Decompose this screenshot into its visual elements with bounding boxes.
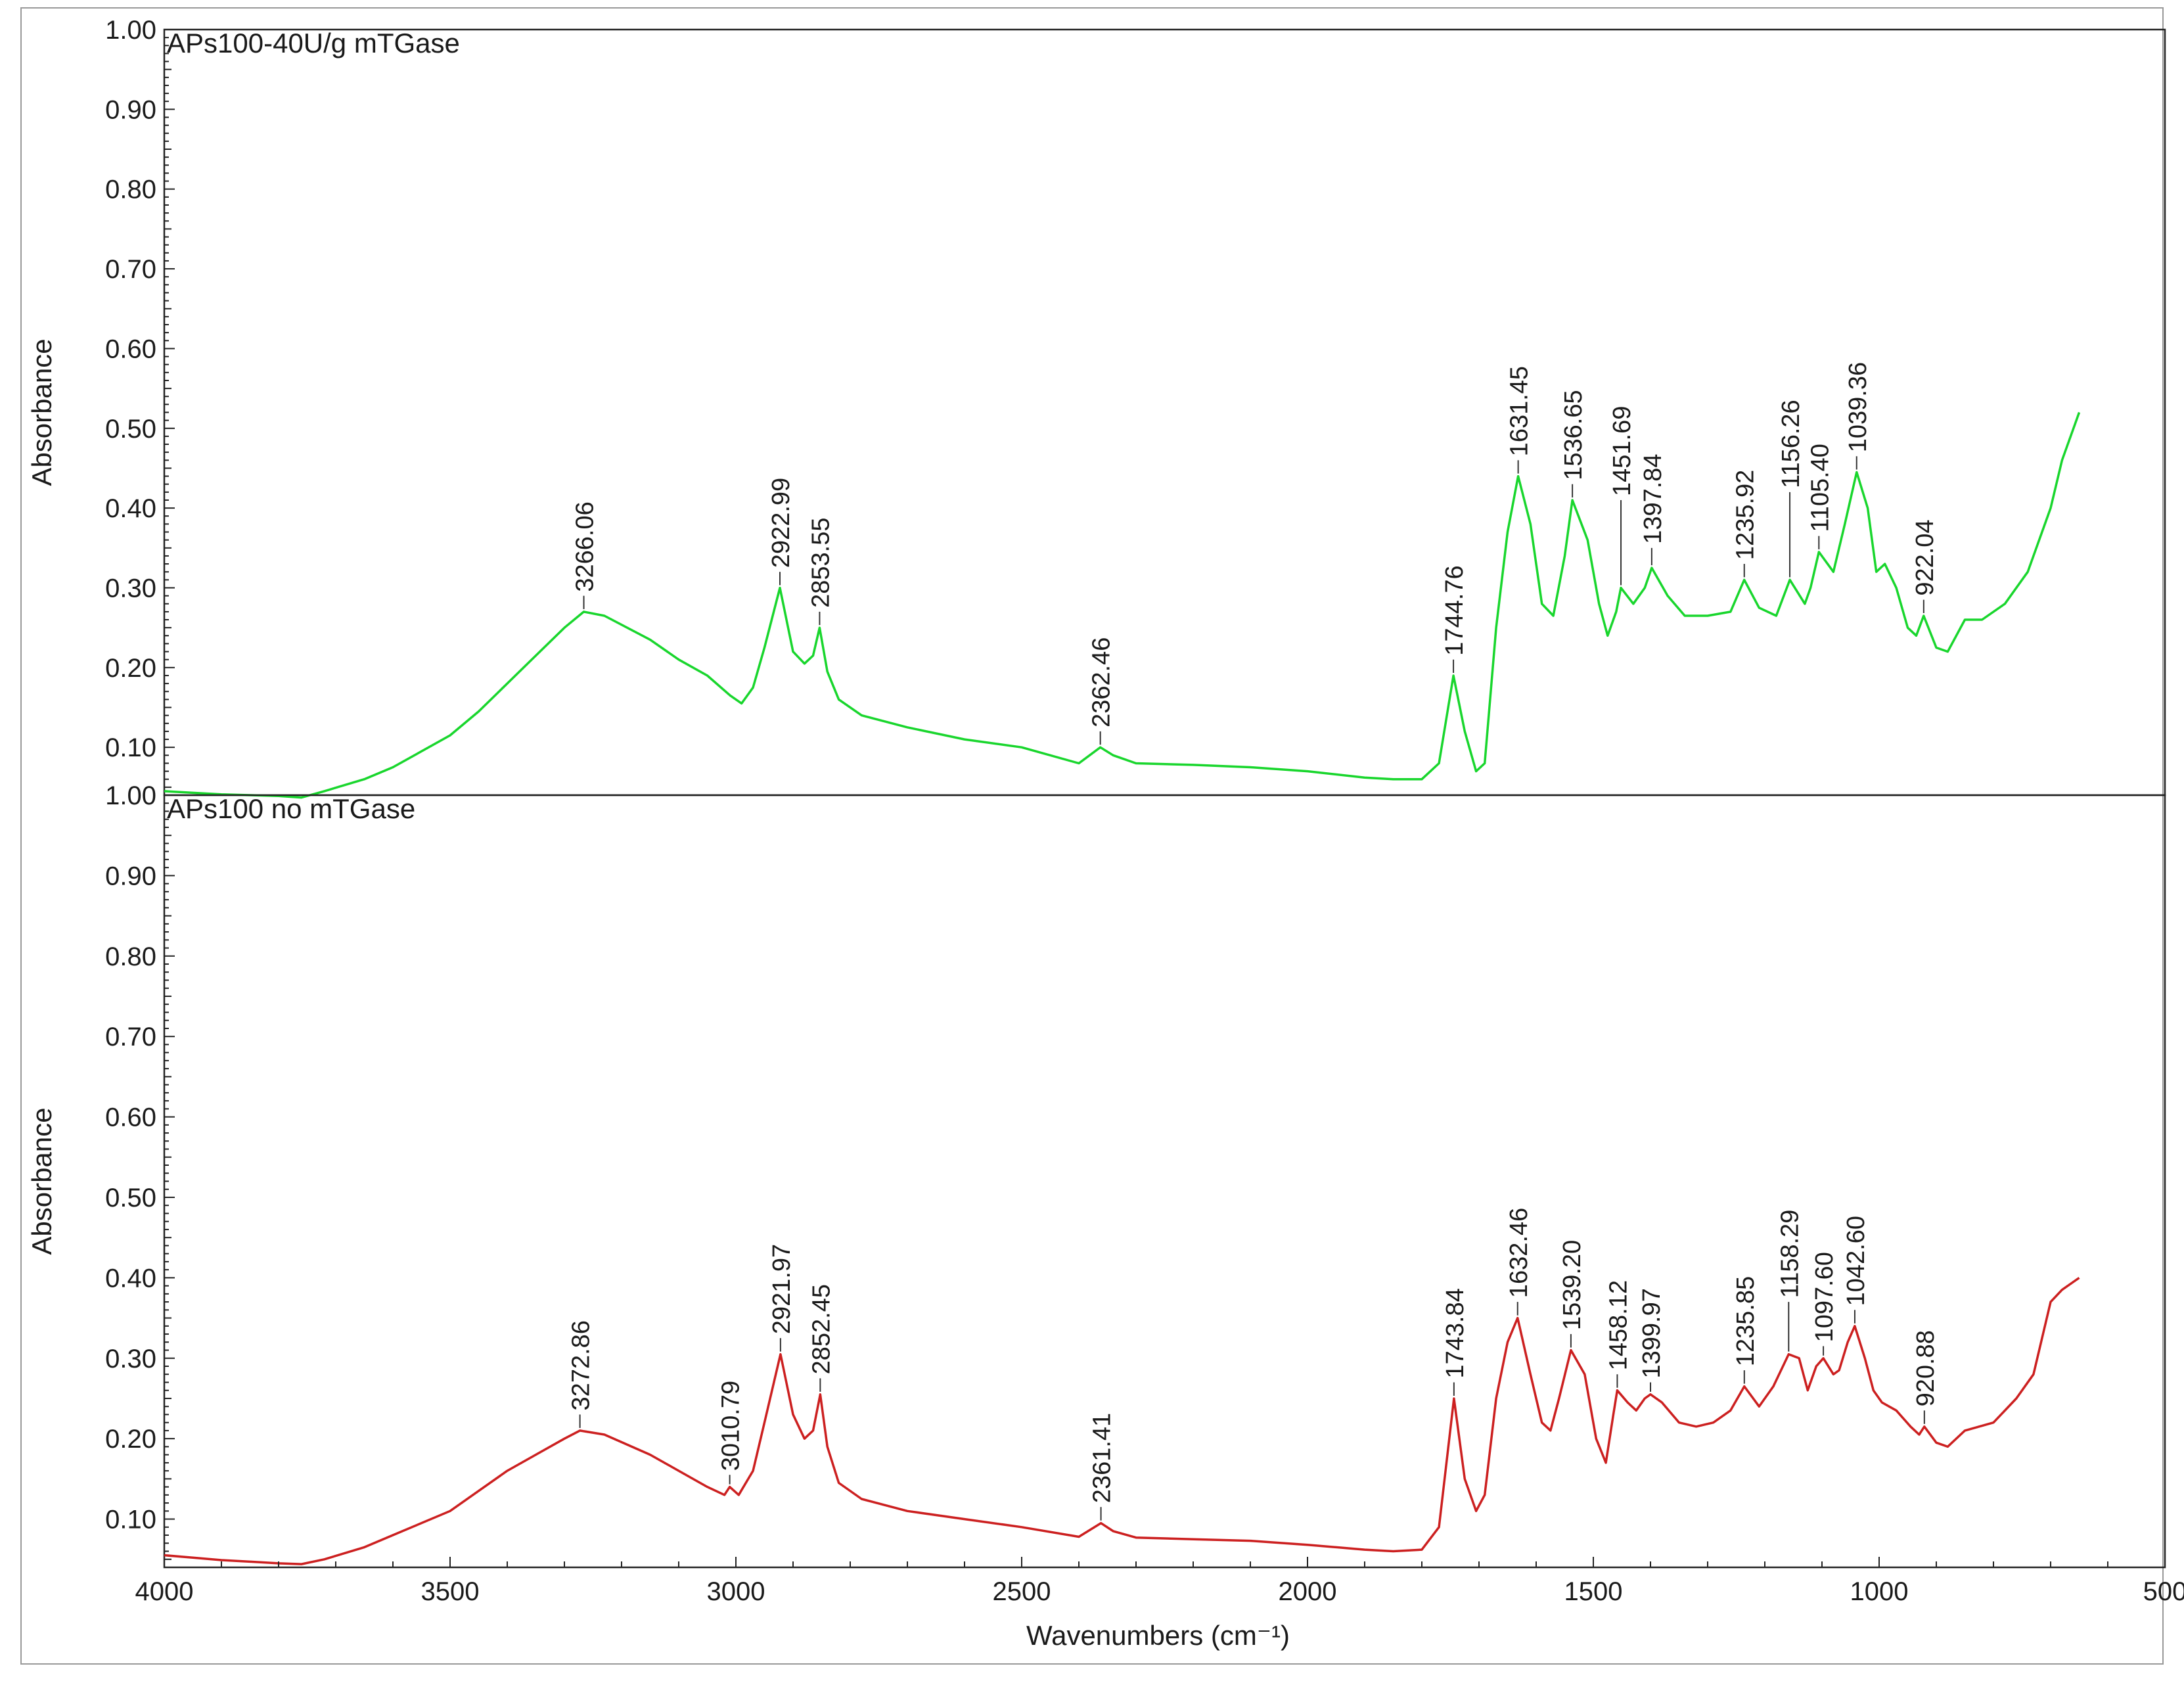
y-axis-title: Absorbance xyxy=(26,338,57,486)
peak-label: 1097.60 xyxy=(1811,1252,1838,1342)
panel-2: 0.10 0.20 0.30 0.40 0.50 0.60 0.70 0.80 0.90 1.00… xyxy=(26,781,2184,1651)
y-tick-label: 0.80 xyxy=(105,942,156,971)
figure-frame xyxy=(20,7,2164,1665)
y-tick-label: 0.20 xyxy=(105,654,156,683)
y-tick-label: 0.20 xyxy=(105,1425,156,1454)
y-tick-label: 0.60 xyxy=(105,334,156,363)
peak-label: 3272.86 xyxy=(568,1320,595,1410)
peak-label: 1536.65 xyxy=(1560,390,1587,480)
y-tick-label: 0.90 xyxy=(105,95,156,124)
y-tick-label: 0.90 xyxy=(105,862,156,890)
peak-label: 1158.29 xyxy=(1776,1210,1804,1299)
y-axis-title: Absorbance xyxy=(26,1107,57,1255)
x-tick-label: 2500 xyxy=(993,1577,1051,1606)
y-tick-label: 0.40 xyxy=(105,494,156,523)
peak-label: 1744.76 xyxy=(1441,565,1468,655)
y-tick-label: 0.80 xyxy=(105,175,156,204)
spectrum-line xyxy=(164,1276,2080,1565)
x-tick-label: 3500 xyxy=(421,1577,480,1606)
peak-label: 1451.69 xyxy=(1608,406,1636,496)
peak-label: 1156.26 xyxy=(1777,400,1805,488)
y-tick-label: 1.00 xyxy=(105,781,156,810)
y-tick-label: 0.50 xyxy=(105,415,156,444)
peak-label: 1042.60 xyxy=(1842,1216,1870,1306)
peak-label: 1235.85 xyxy=(1732,1276,1760,1366)
peak-label: 1039.36 xyxy=(1844,362,1872,452)
y-tick-label: 0.50 xyxy=(105,1184,156,1212)
x-tick-label: 1000 xyxy=(1850,1577,1909,1606)
peak-label: 2922.99 xyxy=(767,478,795,568)
peak-label: 1458.12 xyxy=(1604,1280,1632,1370)
peak-label: 1743.84 xyxy=(1442,1288,1469,1378)
peak-label: 2921.97 xyxy=(768,1244,796,1334)
panel-title: APs100-40U/g mTGase xyxy=(167,28,460,58)
peak-label: 1397.84 xyxy=(1639,453,1667,543)
x-tick-label: 2000 xyxy=(1279,1577,1337,1606)
y-tick-label: 0.60 xyxy=(105,1103,156,1132)
peak-label: 1235.92 xyxy=(1732,470,1760,560)
y-tick-label: 1.00 xyxy=(105,16,156,45)
peak-label: 2853.55 xyxy=(807,518,834,608)
peak-label: 2852.45 xyxy=(808,1284,835,1374)
y-tick-label: 0.10 xyxy=(105,1506,156,1534)
x-tick-label: 500 xyxy=(2143,1577,2184,1606)
peak-label: 1632.46 xyxy=(1505,1208,1533,1298)
peak-label: 2362.46 xyxy=(1088,637,1116,727)
y-tick-label: 0.70 xyxy=(105,1023,156,1051)
panel-1: 0.10 0.20 0.30 0.40 0.50 0.60 0.70 0.80 0.90 1.00… xyxy=(26,16,2166,799)
x-tick-label: 3000 xyxy=(707,1577,765,1606)
panel-title: APs100 no mTGase xyxy=(167,793,415,824)
chart-layer: 0.10 0.20 0.30 0.40 0.50 0.60 0.70 0.80 0.90 1.00… xyxy=(26,16,2184,1651)
peak-label: 1399.97 xyxy=(1638,1288,1666,1378)
peak-label: 1105.40 xyxy=(1806,444,1834,532)
peak-label: 1539.20 xyxy=(1558,1240,1586,1330)
y-tick-label: 0.30 xyxy=(105,1345,156,1373)
x-tick-label: 1500 xyxy=(1564,1577,1623,1606)
peak-label: 922.04 xyxy=(1911,519,1939,595)
peak-label: 2361.41 xyxy=(1089,1413,1116,1503)
peak-label: 1631.45 xyxy=(1506,366,1534,456)
peak-label: 3266.06 xyxy=(572,501,599,591)
y-tick-label: 0.40 xyxy=(105,1264,156,1293)
y-tick-label: 0.70 xyxy=(105,255,156,284)
x-axis-title: Wavenumbers (cm⁻¹) xyxy=(1026,1620,1290,1651)
y-tick-label: 0.10 xyxy=(105,733,156,762)
x-tick-label: 4000 xyxy=(135,1577,194,1606)
spectrum-line xyxy=(164,411,2081,799)
y-tick-label: 0.30 xyxy=(105,574,156,603)
peak-label: 3010.79 xyxy=(717,1381,745,1471)
peak-label: 920.88 xyxy=(1912,1330,1940,1406)
